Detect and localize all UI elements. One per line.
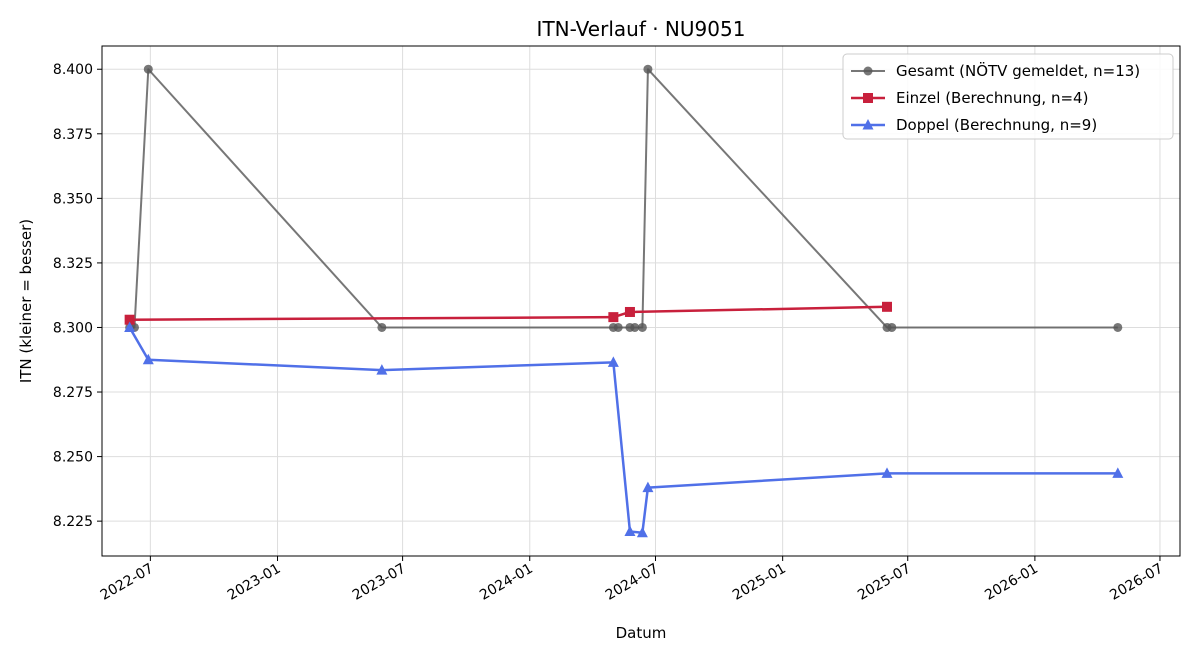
data-point — [1112, 467, 1124, 478]
legend-label: Doppel (Berechnung, n=9) — [896, 116, 1097, 134]
legend-label: Einzel (Berechnung, n=4) — [896, 89, 1088, 107]
x-tick-label: 2026-01 — [982, 561, 1041, 604]
x-tick-label: 2023-01 — [225, 561, 284, 604]
x-axis-label: Datum — [616, 624, 667, 642]
data-point — [142, 353, 154, 365]
data-point — [624, 525, 636, 536]
legend-marker — [863, 66, 873, 76]
data-point — [630, 322, 640, 332]
data-point — [613, 322, 623, 332]
legend-marker — [863, 93, 873, 103]
y-tick-label: 8.300 — [53, 320, 93, 336]
series-3 — [124, 321, 1124, 538]
y-tick-label: 8.250 — [53, 450, 93, 466]
data-point — [124, 314, 135, 325]
x-tick-label: 2023-07 — [350, 561, 409, 604]
data-point — [1113, 322, 1123, 332]
data-point — [881, 467, 893, 478]
y-tick-label: 8.225 — [53, 514, 93, 530]
data-point — [636, 526, 648, 538]
y-tick-label: 8.375 — [53, 127, 93, 143]
data-point — [377, 322, 387, 332]
y-tick-label: 8.325 — [53, 256, 93, 272]
series-1 — [125, 64, 1123, 332]
data-point — [887, 322, 897, 332]
plot-frame — [101, 45, 1181, 557]
axes: 2022-07 2023-01 2023-07 2024-01 2024-07 2025-… — [53, 62, 1166, 603]
series-2 — [124, 301, 893, 325]
y-tick-label: 8.275 — [53, 385, 93, 401]
legend: Gesamt (NÖTV gemeldet, n=13) Einzel (Bere… — [842, 53, 1174, 140]
y-axis-label: ITN (kleiner = besser) — [17, 219, 35, 383]
data-point — [642, 481, 654, 493]
data-point — [376, 364, 388, 375]
data-point — [607, 356, 619, 367]
x-tick-label: 2022-07 — [98, 561, 157, 604]
x-tick-label: 2024-01 — [477, 561, 536, 604]
series-line — [129, 305, 888, 321]
series-layer — [124, 64, 1124, 538]
chart-title: ITN-Verlauf · NU9051 — [537, 17, 746, 41]
x-tick-label: 2024-07 — [603, 561, 662, 604]
y-tick-label: 8.350 — [53, 191, 93, 207]
y-tick-label: 8.400 — [53, 62, 93, 78]
data-point — [882, 301, 893, 312]
legend-box — [842, 53, 1174, 140]
data-point — [608, 312, 619, 323]
legend-marker — [862, 119, 874, 130]
x-tick-label: 2025-01 — [730, 561, 789, 604]
x-tick-label: 2026-07 — [1107, 561, 1166, 604]
data-point — [124, 321, 136, 332]
x-tick-label: 2025-07 — [855, 561, 914, 604]
data-point — [624, 306, 635, 317]
data-point — [143, 64, 153, 74]
legend-label: Gesamt (NÖTV gemeldet, n=13) — [896, 61, 1140, 80]
data-point — [643, 64, 653, 74]
data-point — [637, 322, 647, 332]
